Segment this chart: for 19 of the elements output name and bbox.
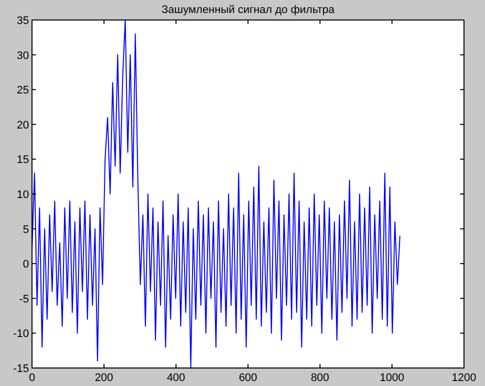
y-tick-label: 15 (16, 154, 29, 166)
x-tick-label: 800 (310, 372, 330, 384)
x-tick-label: 400 (166, 372, 186, 384)
line-series (32, 20, 400, 368)
x-tick-label: 200 (94, 372, 114, 384)
y-tick-label: 20 (16, 119, 29, 132)
y-tick-label: -15 (13, 363, 29, 375)
y-tick-label: 30 (16, 50, 29, 62)
y-tick-label: 5 (22, 224, 29, 236)
x-tick-label: 1000 (380, 372, 404, 384)
y-tick-label: 10 (16, 189, 29, 201)
y-tick-label: 35 (16, 15, 29, 27)
y-tick-label: 25 (16, 84, 29, 97)
y-tick-label: -5 (19, 293, 29, 306)
chart-title: Зашумленный сигнал до фильтра (162, 4, 336, 16)
x-tick-label: 1200 (452, 372, 476, 384)
x-tick-label: 600 (238, 372, 258, 384)
y-tick-label: 0 (22, 258, 29, 271)
y-tick-label: -10 (13, 328, 29, 340)
